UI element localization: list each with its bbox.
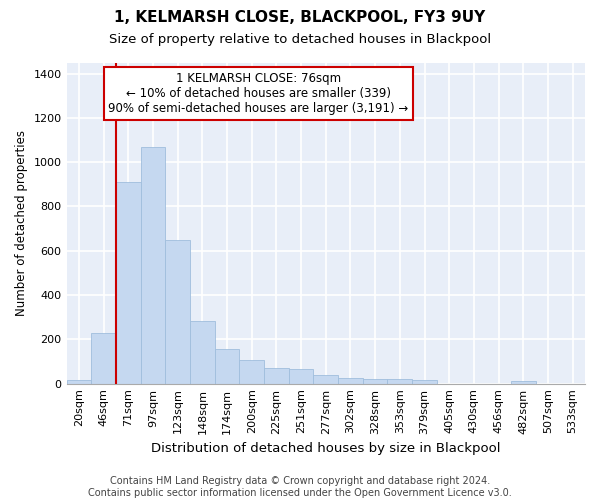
Bar xyxy=(264,368,289,384)
Text: 1, KELMARSH CLOSE, BLACKPOOL, FY3 9UY: 1, KELMARSH CLOSE, BLACKPOOL, FY3 9UY xyxy=(115,10,485,25)
Bar xyxy=(313,375,338,384)
Bar xyxy=(215,348,239,384)
Bar xyxy=(190,320,215,384)
Bar xyxy=(388,379,412,384)
Text: 1 KELMARSH CLOSE: 76sqm
← 10% of detached houses are smaller (339)
90% of semi-d: 1 KELMARSH CLOSE: 76sqm ← 10% of detache… xyxy=(108,72,409,115)
Text: Contains HM Land Registry data © Crown copyright and database right 2024.
Contai: Contains HM Land Registry data © Crown c… xyxy=(88,476,512,498)
Bar xyxy=(412,380,437,384)
Bar xyxy=(140,147,165,384)
X-axis label: Distribution of detached houses by size in Blackpool: Distribution of detached houses by size … xyxy=(151,442,500,455)
Bar xyxy=(116,182,140,384)
Bar xyxy=(239,360,264,384)
Bar xyxy=(511,382,536,384)
Bar xyxy=(363,379,388,384)
Bar xyxy=(338,378,363,384)
Bar xyxy=(289,368,313,384)
Bar xyxy=(67,380,91,384)
Text: Size of property relative to detached houses in Blackpool: Size of property relative to detached ho… xyxy=(109,32,491,46)
Bar xyxy=(165,240,190,384)
Bar xyxy=(91,333,116,384)
Y-axis label: Number of detached properties: Number of detached properties xyxy=(15,130,28,316)
